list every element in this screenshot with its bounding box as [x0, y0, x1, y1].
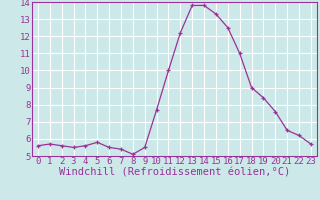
- X-axis label: Windchill (Refroidissement éolien,°C): Windchill (Refroidissement éolien,°C): [59, 168, 290, 178]
